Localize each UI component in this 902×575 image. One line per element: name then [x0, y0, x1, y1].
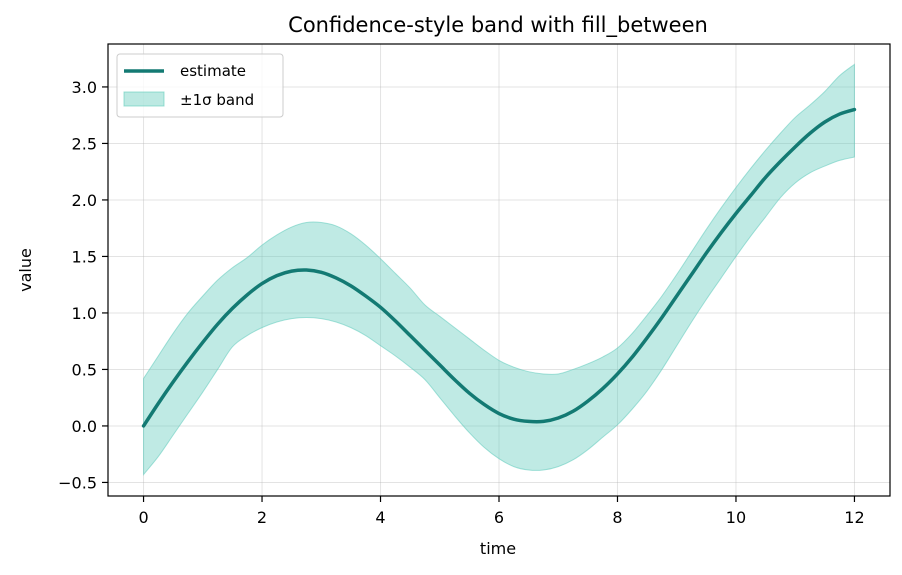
x-tick-label: 2 [257, 508, 267, 527]
y-tick-label: 2.0 [72, 191, 97, 210]
y-tick-label: 1.5 [72, 247, 97, 266]
x-tick-label: 6 [494, 508, 504, 527]
x-tick-label: 4 [375, 508, 385, 527]
grid [108, 44, 890, 496]
chart-title: Confidence-style band with fill_between [288, 13, 708, 38]
ticks: 0 2 4 6 8 10 12 −0.5 0.0 0.5 1.0 1.5 2.0 2.5 3.0 [58, 78, 864, 527]
line-layer [141, 107, 857, 428]
y-tick-label: 1.0 [72, 304, 97, 323]
x-tick-label: 8 [612, 508, 622, 527]
x-tick-label: 10 [726, 508, 746, 527]
x-tick-label: 0 [138, 508, 148, 527]
y-tick-label: 0.0 [72, 417, 97, 436]
legend: estimate ±1σ band [116, 53, 284, 118]
y-tick-label: 2.5 [72, 134, 97, 153]
estimate-line [141, 107, 857, 428]
legend-band-swatch [123, 91, 165, 107]
x-axis-label: time [480, 539, 516, 558]
x-tick-label: 12 [844, 508, 864, 527]
y-tick-label: 3.0 [72, 78, 97, 97]
confidence-band [143, 63, 855, 476]
y-tick-label: −0.5 [58, 473, 97, 492]
y-axis-label: value [16, 248, 35, 292]
legend-band-label: ±1σ band [180, 91, 254, 109]
band-layer [143, 63, 855, 476]
legend-estimate-label: estimate [180, 62, 246, 80]
y-tick-label: 0.5 [72, 360, 97, 379]
